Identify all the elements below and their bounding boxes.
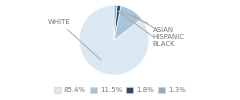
Text: WHITE: WHITE: [48, 19, 101, 60]
Wedge shape: [79, 5, 149, 75]
Wedge shape: [114, 5, 117, 40]
Text: ASIAN: ASIAN: [121, 11, 174, 33]
Legend: 85.4%, 11.5%, 1.8%, 1.3%: 85.4%, 11.5%, 1.8%, 1.3%: [54, 87, 186, 93]
Wedge shape: [114, 6, 142, 40]
Wedge shape: [114, 5, 121, 40]
Text: HISPANIC: HISPANIC: [133, 16, 185, 40]
Text: BLACK: BLACK: [118, 11, 175, 47]
